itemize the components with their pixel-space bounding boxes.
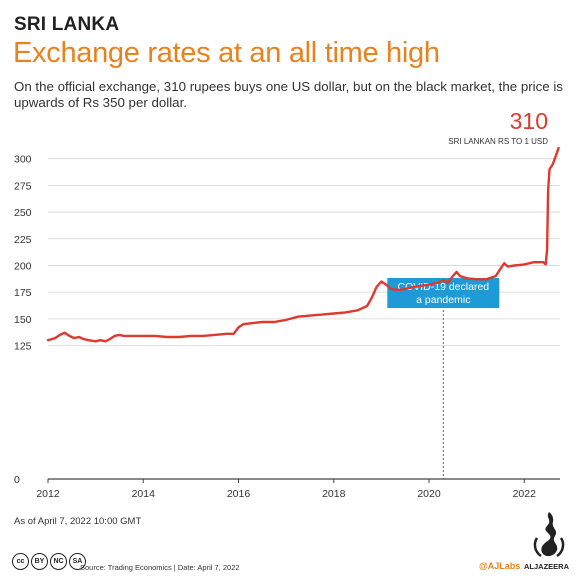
y-tick-label: 175 (14, 287, 32, 299)
license-badges: cc BY NC SA (12, 553, 86, 570)
series-group (46, 146, 560, 343)
cc-icon: cc (12, 553, 29, 570)
annotation-text: COVID-19 declared (397, 281, 489, 293)
end-value-label: 310 (510, 108, 548, 134)
y-tick-label: 200 (14, 260, 32, 272)
aljazeera-logo-icon (533, 512, 565, 558)
subtitle: On the official exchange, 310 rupees buy… (14, 79, 563, 110)
x-tick-label: 2016 (227, 488, 251, 500)
by-icon: BY (31, 553, 48, 570)
nc-icon: NC (50, 553, 67, 570)
y-tick-label: 225 (14, 234, 32, 246)
x-tick-label: 2020 (417, 488, 441, 500)
x-tick-label: 2022 (513, 488, 537, 500)
annotation-box (387, 278, 500, 308)
x-tick-label: 2012 (36, 488, 60, 500)
kicker: SRI LANKA (14, 14, 120, 35)
x-tick-label: 2018 (322, 488, 346, 500)
y-tick-label: 150 (14, 314, 32, 326)
y-tick-label: 125 (14, 341, 32, 353)
x-tick-label: 2014 (132, 488, 156, 500)
end-label-group: 310 SRI LANKAN RS TO 1 USD (448, 108, 548, 146)
y-tick-label: 300 (14, 154, 32, 166)
annotation-text: a pandemic (416, 294, 470, 306)
as-of-note: As of April 7, 2022 10:00 GMT (14, 516, 142, 527)
sa-icon: SA (69, 553, 86, 570)
footer: cc BY NC SA Source: Trading Economics | … (0, 512, 584, 584)
series-line (46, 146, 560, 343)
y-tick-label: 0 (14, 474, 20, 486)
x-axis-ticks: 2012 2014 2016 2018 2020 2022 (36, 479, 536, 500)
brand-wordmark: ALJAZEERA (524, 562, 570, 571)
credit: @AJLabs (479, 561, 521, 571)
y-tick-label: 250 (14, 207, 32, 219)
end-caption-label: SRI LANKAN RS TO 1 USD (448, 137, 548, 146)
grid-lines (48, 158, 560, 480)
y-tick-label: 275 (14, 180, 32, 192)
page-title: Exchange rates at an all time high (13, 37, 440, 69)
source-note: Source: Trading Economics | Date: April … (80, 563, 240, 572)
y-axis-ticks: 0 125 150 175 200 225 250 275 300 (14, 154, 32, 486)
